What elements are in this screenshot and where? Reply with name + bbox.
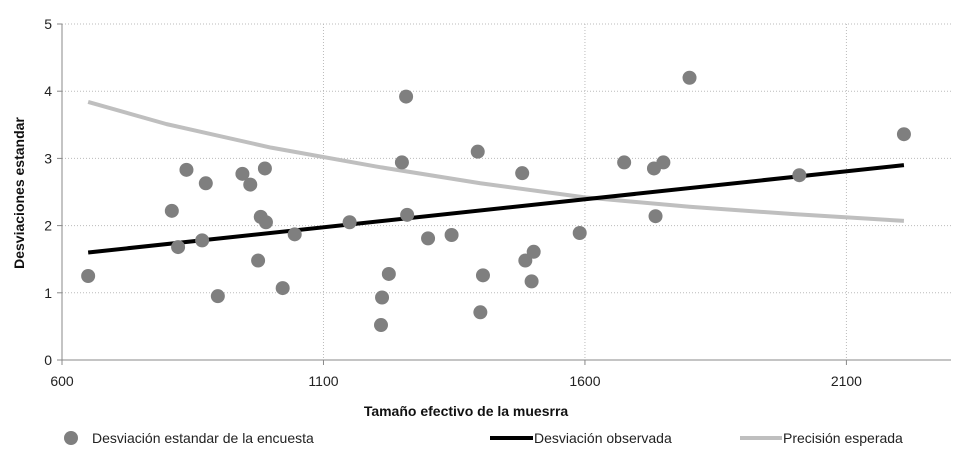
survey-data-point	[198, 176, 213, 191]
survey-data-point	[275, 281, 290, 296]
survey-data-point	[470, 144, 485, 159]
survey-data-point	[210, 289, 225, 304]
x-tick-label: 1100	[308, 373, 338, 389]
survey-data-point	[617, 155, 632, 170]
grid	[62, 23, 951, 360]
legend-label-observed: Desviación observada	[534, 430, 672, 446]
x-axis-title: Tamaño efectivo de la muesrra	[364, 403, 569, 419]
survey-data-point	[164, 203, 179, 218]
y-tick-label: 2	[44, 218, 52, 234]
survey-data-point	[572, 225, 587, 240]
x-tick-labels: 600 1100 1600 2100	[50, 373, 862, 389]
y-tick-label: 3	[44, 150, 52, 166]
survey-data-point	[373, 318, 388, 333]
survey-data-point	[792, 168, 807, 183]
survey-data-point	[171, 240, 186, 255]
survey-data-point	[515, 166, 530, 181]
survey-data-point	[648, 209, 663, 224]
y-tick-label: 1	[44, 285, 52, 301]
survey-data-point	[526, 244, 541, 259]
survey-data-point	[475, 268, 490, 283]
x-tick-label: 600	[50, 373, 74, 389]
x-tick-label: 1600	[569, 373, 600, 389]
legend-label-expected: Precisión esperada	[783, 430, 903, 446]
legend: Desviación estandar de la encuesta Desvi…	[64, 430, 903, 446]
y-tick-label: 0	[44, 352, 52, 368]
y-tick-label: 4	[44, 83, 52, 99]
y-axis-title: Desviaciones estandar	[11, 117, 27, 269]
x-tick-label: 2100	[831, 373, 862, 389]
survey-data-point	[235, 166, 250, 181]
survey-data-point	[399, 89, 414, 104]
survey-data-point	[444, 228, 459, 243]
survey-data-point	[195, 233, 210, 248]
survey-data-point	[251, 253, 266, 268]
survey-data-point	[896, 127, 911, 142]
survey-data-point	[258, 215, 273, 230]
survey-data-point	[342, 215, 357, 230]
survey-data-point	[375, 290, 390, 305]
survey-data-point	[518, 253, 533, 268]
y-tick-label: 5	[44, 16, 52, 32]
survey-data-point	[179, 162, 194, 177]
survey-data-point	[400, 207, 415, 222]
survey-data-point	[257, 161, 272, 176]
survey-data-point	[524, 274, 539, 289]
axes	[57, 23, 951, 365]
observed-deviation-line	[87, 163, 905, 255]
y-tick-labels: 0 1 2 3 4 5	[44, 16, 52, 368]
legend-label-scatter: Desviación estandar de la encuesta	[92, 430, 314, 446]
survey-data-point	[394, 155, 409, 170]
survey-data-point	[287, 227, 302, 242]
plot-area	[81, 70, 911, 333]
survey-data-point	[381, 266, 396, 281]
legend-marker-scatter	[64, 431, 78, 445]
survey-data-point	[243, 177, 258, 192]
survey-data-point	[656, 155, 671, 170]
survey-data-point	[473, 305, 488, 320]
survey-data-point	[81, 269, 96, 283]
expected-precision-line	[87, 100, 905, 223]
survey-data-point	[421, 231, 436, 246]
survey-data-point	[682, 70, 697, 85]
